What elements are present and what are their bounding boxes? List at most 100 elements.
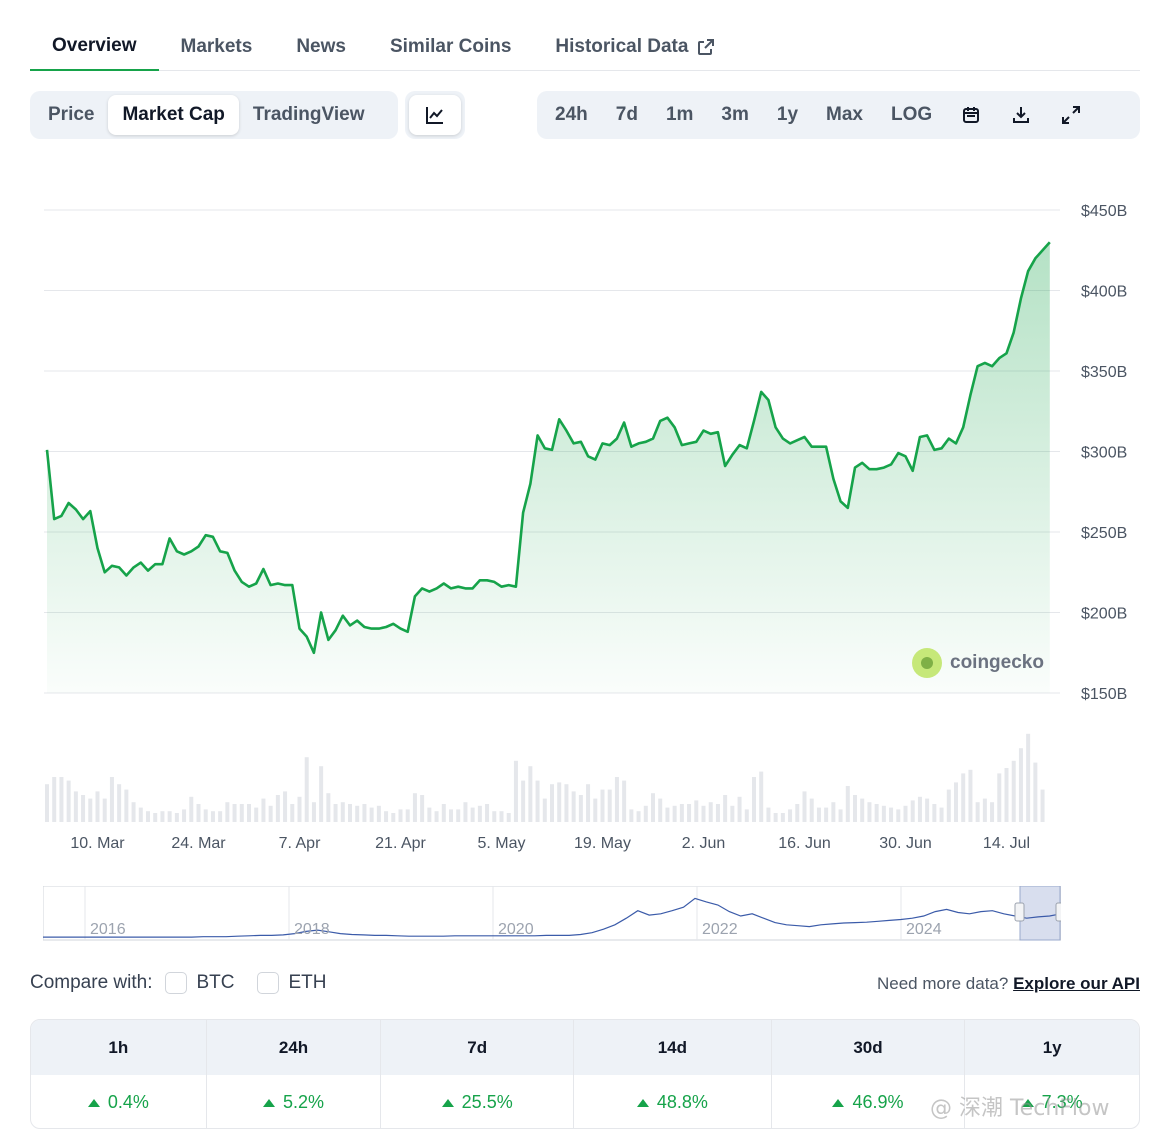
explore-api-link[interactable]: Explore our API [1013, 974, 1140, 993]
volume-bar [788, 809, 793, 822]
change-value: 46.9% [852, 1092, 904, 1112]
volume-bar [405, 809, 410, 822]
volume-bar [412, 793, 417, 822]
tab-label: Overview [52, 34, 137, 56]
expand-icon [1062, 106, 1081, 124]
eth-checkbox[interactable] [256, 972, 279, 994]
header-14d: 14d [574, 1020, 772, 1075]
volume-bar [838, 809, 843, 822]
view-market-cap-button[interactable]: Market Cap [108, 95, 239, 135]
x-tick-label: 24. Mar [171, 835, 226, 852]
watermark-text: coingecko [950, 652, 1044, 673]
volume-bar [362, 804, 367, 822]
volume-bar [1011, 760, 1016, 822]
volume-bar [441, 804, 446, 822]
volume-bar [210, 811, 215, 822]
y-tick-label: $200B [1081, 606, 1127, 623]
view-tradingview-button[interactable]: TradingView [252, 104, 365, 125]
compare-option-label: BTC [196, 972, 235, 993]
volume-bar [88, 798, 93, 822]
market-cap-line [45, 241, 1051, 655]
range-1m-button[interactable]: 1m [665, 104, 694, 125]
tab-label: Markets [180, 35, 253, 57]
volume-bar [939, 807, 944, 822]
view-price-button[interactable]: Price [48, 104, 95, 125]
compare-eth[interactable]: ETH [256, 972, 327, 994]
coingecko-watermark: coingecko [912, 648, 1044, 678]
navigator-left-handle[interactable] [1014, 902, 1025, 922]
change-30d: 46.9% [772, 1075, 966, 1128]
volume-bar [672, 805, 677, 822]
x-tick-label: 7. Apr [279, 835, 321, 852]
volume-bar [1018, 748, 1023, 822]
volume-bar [275, 795, 280, 822]
range-24h-button[interactable]: 24h [555, 104, 588, 125]
volume-bar [564, 784, 569, 822]
volume-bar [326, 793, 331, 822]
volume-bar [513, 760, 518, 822]
navigator-selection[interactable] [1019, 886, 1061, 941]
volume-bar [802, 791, 807, 822]
btc-checkbox[interactable] [164, 972, 187, 994]
date-picker-button[interactable] [946, 95, 996, 135]
volume-bar [384, 811, 389, 822]
volume-bar [910, 800, 915, 822]
tab-news[interactable]: News [274, 22, 368, 71]
market-cap-area [47, 242, 1050, 693]
line-chart-button[interactable] [409, 95, 461, 135]
header-24h: 24h [207, 1020, 382, 1075]
volume-bar [470, 807, 475, 822]
range-3m-button[interactable]: 3m [721, 104, 749, 125]
volume-bar [348, 804, 352, 822]
volume-bar [124, 789, 129, 822]
volume-bar [557, 782, 562, 822]
volume-bar [174, 813, 179, 822]
volume-bar [218, 811, 223, 822]
volume-bar [45, 784, 49, 822]
market-cap-chart[interactable]: $150B $200B $250B $300B $350B $400B $450B 10. … [0, 180, 1158, 860]
volume-bar [369, 807, 374, 822]
external-link-icon [698, 38, 715, 55]
navigator-year-label: 2018 [294, 921, 330, 938]
tab-markets[interactable]: Markets [159, 22, 275, 71]
tab-similar-coins[interactable]: Similar Coins [368, 22, 533, 71]
volume-bar [319, 766, 324, 822]
compare-btc[interactable]: BTC [164, 972, 235, 994]
volume-bar [917, 796, 922, 822]
range-1y-button[interactable]: 1y [776, 104, 799, 125]
header-7d: 7d [381, 1020, 575, 1075]
tab-overview[interactable]: Overview [30, 22, 159, 71]
navigator-year-label: 2020 [498, 921, 534, 938]
download-button[interactable] [996, 95, 1046, 135]
volume-bar [586, 784, 591, 822]
volume-bar [816, 807, 821, 822]
volume-bar [824, 807, 829, 822]
volume-bar [66, 780, 71, 822]
range-navigator[interactable]: 2016 2018 2020 2022 2024 [43, 886, 1061, 942]
volume-bar [759, 771, 764, 822]
navigator-right-handle[interactable] [1055, 902, 1061, 922]
y-axis-labels: $150B $200B $250B $300B $350B $400B $450B [1081, 203, 1127, 703]
range-max-button[interactable]: Max [826, 104, 863, 125]
log-scale-button[interactable]: LOG [890, 104, 933, 125]
download-icon [1013, 107, 1030, 123]
volume-bar [239, 804, 244, 822]
fullscreen-button[interactable] [1046, 95, 1096, 135]
volume-bar [715, 804, 720, 822]
change-1h: 0.4% [31, 1075, 207, 1128]
range-7d-button[interactable]: 7d [615, 104, 638, 125]
volume-bar [932, 804, 937, 822]
volume-bar [1026, 733, 1031, 822]
volume-bar [146, 811, 150, 822]
volume-bar [95, 791, 100, 822]
volume-bar [990, 802, 995, 822]
tab-historical-data[interactable]: Historical Data [533, 22, 738, 71]
volume-bar [102, 798, 107, 822]
up-arrow-icon [87, 1098, 100, 1107]
change-14d: 48.8% [574, 1075, 772, 1128]
volume-bar [687, 804, 692, 822]
volume-bar [600, 789, 605, 822]
y-tick-label: $300B [1081, 445, 1127, 462]
y-tick-label: $250B [1081, 525, 1127, 542]
change-value: 7.3% [1041, 1092, 1083, 1112]
